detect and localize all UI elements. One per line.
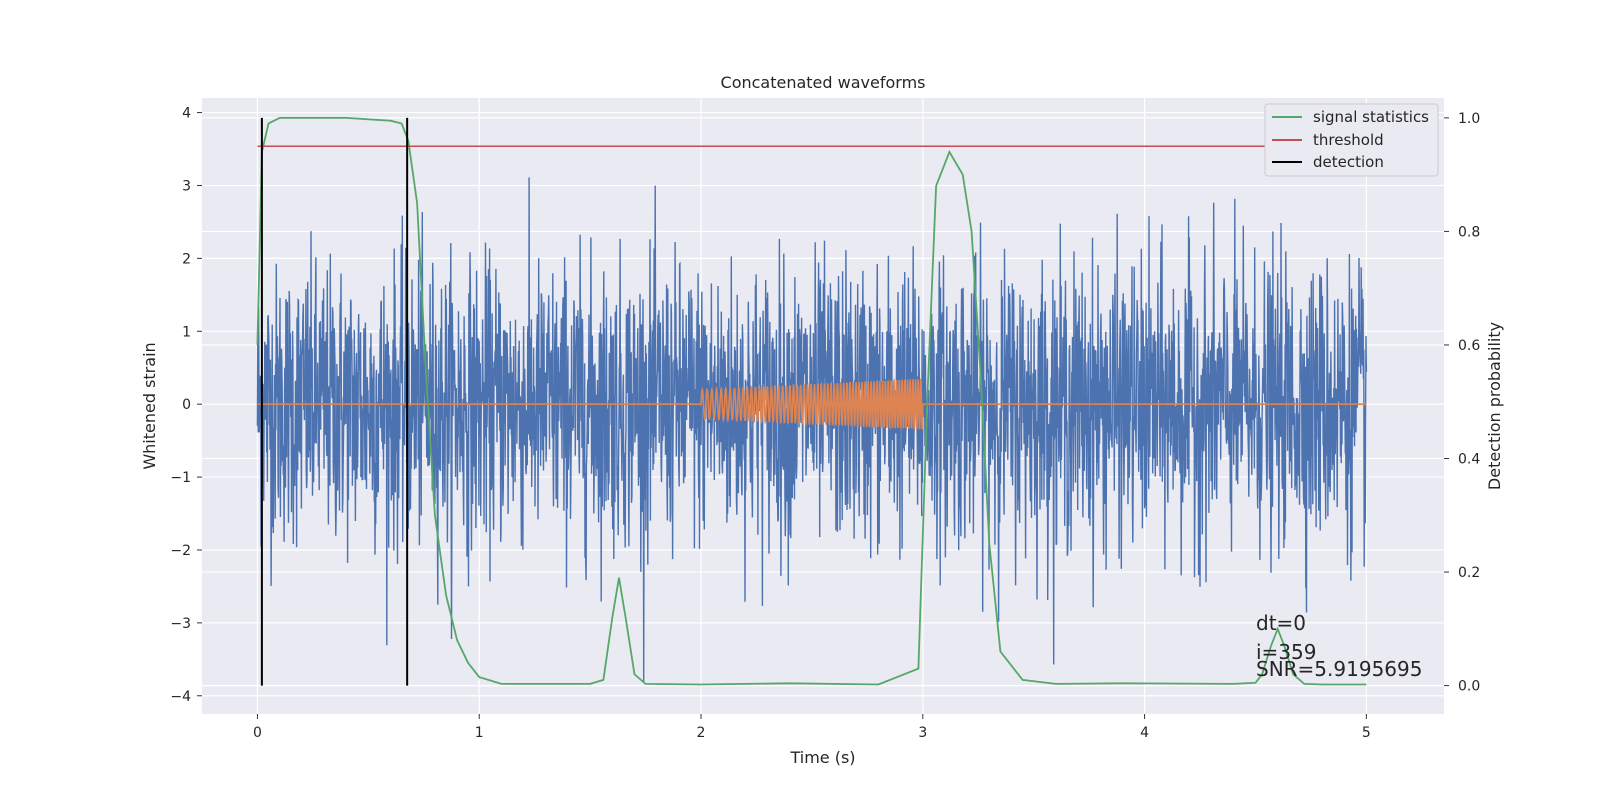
x-tick-label: 5 (1362, 725, 1371, 741)
y2-tick-label: 1.0 (1458, 111, 1480, 127)
annotation-dt: dt=0 (1256, 611, 1306, 635)
annotation-index: i=359 (1256, 640, 1317, 664)
x-axis: 0 1 2 3 4 5 (253, 714, 1371, 741)
y-tick-label: −3 (170, 616, 191, 632)
y-axis-label: Whitened strain (140, 342, 159, 469)
chart-title: Concatenated waveforms (721, 73, 926, 92)
signal-statistics-line (256, 117, 1367, 686)
y2-tick-label: 0.0 (1458, 679, 1480, 695)
x-tick-label: 3 (918, 725, 927, 741)
x-tick-label: 2 (697, 725, 706, 741)
y-tick-label: 0 (182, 397, 191, 413)
legend-label-signal-statistics: signal statistics (1313, 108, 1429, 126)
y-tick-label: 2 (182, 251, 191, 267)
y-axis-right: 0.0 0.2 0.4 0.6 0.8 1.0 (1444, 111, 1480, 695)
legend-label-detection: detection (1313, 153, 1384, 171)
y2-tick-label: 0.6 (1458, 338, 1480, 354)
y-axis-left: −4 −3 −2 −1 0 1 2 3 4 (170, 106, 202, 705)
x-tick-label: 0 (253, 725, 262, 741)
series-layer (256, 117, 1389, 686)
x-tick-label: 4 (1140, 725, 1149, 741)
x-tick-label: 1 (475, 725, 484, 741)
y-tick-label: −4 (170, 689, 191, 705)
annotation-snr: SNR=5.9195695 (1256, 657, 1422, 681)
legend-label-threshold: threshold (1313, 131, 1384, 149)
injected-waveform-line (257, 378, 1367, 431)
y-tick-label: 1 (182, 324, 191, 340)
legend-box (1264, 103, 1439, 177)
y2-tick-label: 0.8 (1458, 224, 1480, 240)
y2-tick-label: 0.4 (1458, 452, 1480, 468)
x-axis-label: Time (s) (789, 748, 855, 767)
legend: signal statistics threshold detection (1264, 103, 1439, 177)
y2-axis-label: Detection probability (1485, 322, 1504, 490)
y-tick-label: 4 (182, 106, 191, 122)
y-tick-label: −1 (170, 470, 191, 486)
y-tick-label: −2 (170, 543, 191, 559)
y2-tick-label: 0.2 (1458, 565, 1480, 581)
y-tick-label: 3 (182, 178, 191, 194)
